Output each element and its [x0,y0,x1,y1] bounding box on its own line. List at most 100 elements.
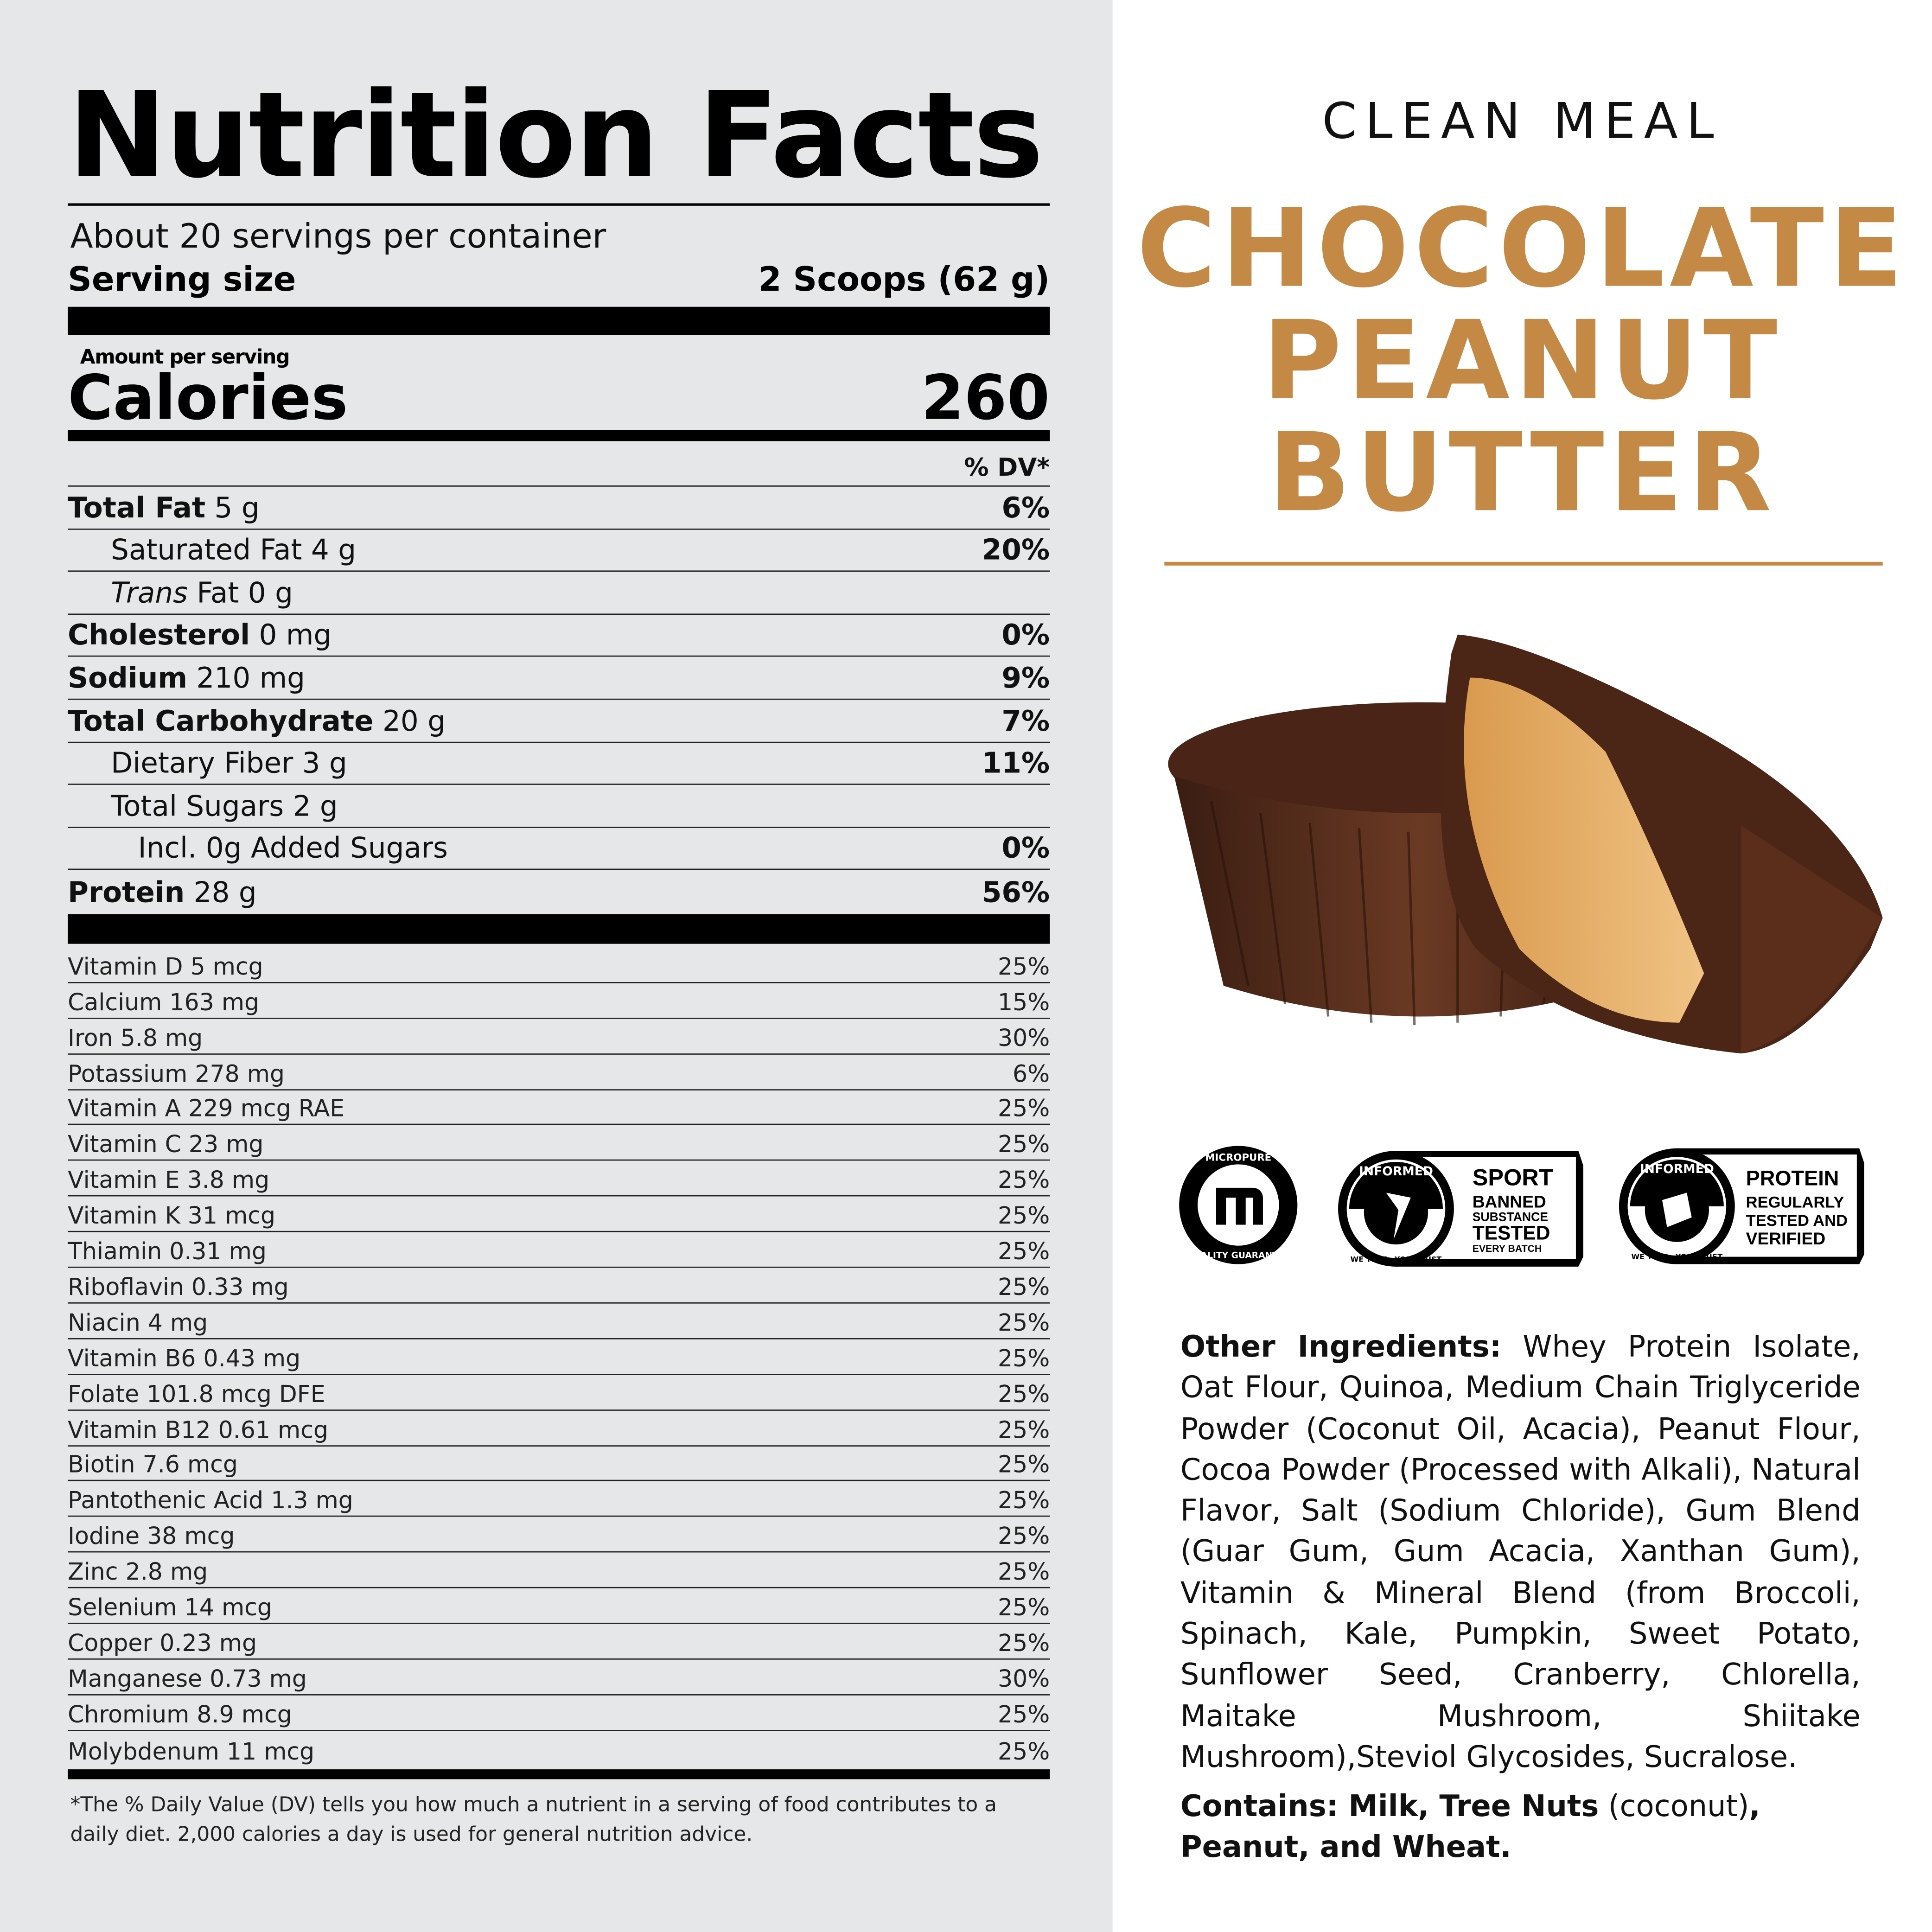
thick-divider [68,430,1050,441]
vitamin-dv: 25% [997,1274,1050,1301]
micropure-top-text: MICROPURE [1205,1152,1271,1163]
nutrient-name: Dietary Fiber [111,748,293,780]
nutrient-label: Total Carbohydrate 20 g [68,705,446,737]
thick-divider [68,914,1050,944]
nutrition-title: Nutrition Facts [68,66,1044,205]
nutrient-label: Total Fat 5 g [68,492,259,524]
vitamin-dv: 25% [997,1167,1050,1194]
micropure-bottom-text: QUALITY GUARANTEE [1186,1250,1290,1260]
vitamin-row: Manganese 0.73 mg 30% [68,1660,1050,1696]
vitamin-name: Vitamin A 229 mcg RAE [68,1096,345,1123]
vitamin-name: Chromium 8.9 mcg [68,1701,292,1728]
accent-divider [1164,561,1883,566]
dv-header: % DV* [964,451,1050,481]
ring-bottom-text: WE TEST · YOU TRUST [1351,1255,1442,1263]
vitamin-row: Molybdenum 11 mcg 25% [68,1731,1050,1766]
vitamin-dv: 25% [997,1309,1050,1337]
vitamin-dv: 15% [997,989,1050,1016]
nutrient-dv: 11% [982,748,1050,780]
nutrient-label: Protein 28 g [68,877,257,909]
vitamin-dv: 25% [997,1559,1050,1586]
nutrient-name: Saturated Fat [111,535,302,567]
vitamin-name: Manganese 0.73 mg [68,1665,307,1693]
nutrient-dv: 56% [982,877,1050,909]
vitamin-row: Folate 101.8 mcg DFE 25% [68,1375,1050,1411]
serving-size-value: 2 Scoops (62 g) [758,261,1050,300]
vitamin-row: Vitamin B12 0.61 mcg 25% [68,1410,1050,1446]
vitamin-dv: 25% [997,1381,1050,1408]
informed-sport-icon [1386,1192,1411,1240]
vitamin-dv: 25% [997,1203,1050,1230]
nutrient-amount: 210 mg [196,663,305,695]
nutrient-row: Incl. 0g Added Sugars 0% [68,828,1050,870]
nutrient-dv: 20% [982,535,1050,567]
nutrient-label: Dietary Fiber 3 g [68,748,347,780]
thick-divider [68,306,1050,335]
nutrient-dv: 6% [1001,492,1050,524]
nutrient-amount: 20 g [383,705,446,738]
flavor-name: CHOCOLATE PEANUT BUTTER [1113,192,1932,529]
dv-footnote: *The % Daily Value (DV) tells you how mu… [70,1792,997,1846]
vitamin-name: Potassium 278 mg [68,1060,285,1088]
micropure-m-icon [1216,1187,1263,1225]
nutrient-row: Total Carbohydrate 20 g 7% [68,700,1050,743]
ring-top-text: INFORMED [1640,1162,1714,1176]
calories-value: 260 [921,362,1050,434]
ring-bottom-text: WE TEST · YOU TRUST [1631,1252,1722,1261]
nutrient-row: Saturated Fat 4 g 20% [68,529,1050,572]
informed-sport-badge: INFORMED WE TEST · YOU TRUST SPORT BANNE… [1338,1151,1583,1267]
vitamin-name: Vitamin C 23 mg [68,1131,264,1159]
thick-divider [68,1769,1050,1779]
ingredients-label: Other Ingredients: [1180,1329,1502,1364]
vitamin-row: Vitamin E 3.8 mg 25% [68,1161,1050,1197]
vitamin-name: Vitamin E 3.8 mg [68,1167,270,1194]
vitamin-row: Vitamin A 229 mcg RAE 25% [68,1090,1050,1126]
nutrient-label: Total Sugars 2 g [68,791,338,823]
dv-header-row: % DV* [68,444,1050,486]
vitamin-row: Vitamin C 23 mg 25% [68,1126,1050,1161]
vitamin-dv: 25% [997,1487,1050,1515]
vitamin-row: Potassium 278 mg 6% [68,1054,1050,1090]
nutrient-label: Saturated Fat 4 g [68,535,356,567]
vitamin-name: Zinc 2.8 mg [68,1559,208,1586]
divider [68,203,1050,205]
vitamin-dv: 25% [997,953,1050,981]
vitamin-row: Iodine 38 mcg 25% [68,1517,1050,1553]
allergen-block: Contains: Milk, Tree Nuts (coconut), Pea… [1180,1786,1861,1868]
flavor-line: PEANUT [1262,297,1782,424]
informed-protein-icon [1662,1192,1692,1227]
vitamin-dv: 25% [997,1701,1050,1728]
flavor-line: CHOCOLATE [1136,185,1908,312]
nutrient-row: Sodium 210 mg 9% [68,657,1050,700]
vitamin-dv: 25% [997,1452,1050,1479]
product-panel: CLEAN MEAL CHOCOLATE PEANUT BUTTER MICRO… [1112,0,1932,1932]
nutrient-dv: 9% [1001,663,1050,695]
badge-line: BANNED [1473,1192,1546,1211]
serving-size-label: Serving size [68,261,296,300]
vitamin-name: Biotin 7.6 mcg [68,1452,238,1479]
nutrient-amount: Fat 0 g [197,577,293,610]
nutrient-row: Cholesterol 0 mg 0% [68,615,1050,657]
vitamin-name: Riboflavin 0.33 mg [68,1274,289,1301]
vitamin-row: Vitamin D 5 mcg 25% [68,948,1050,983]
nutrient-name: Sodium [68,663,188,695]
peanut-butter-cup-image [1168,634,1883,1054]
vitamin-dv: 25% [997,1096,1050,1123]
servings-per-container: About 20 servings per container [70,218,606,256]
nutrient-amount: 28 g [193,877,257,909]
vitamin-dv: 25% [997,1238,1050,1266]
nutrient-row: Total Sugars 2 g [68,785,1050,828]
contains-paren: (coconut) [1608,1789,1749,1824]
nutrient-name: Trans [111,577,188,610]
vitamin-dv: 30% [997,1025,1050,1052]
contains-rest: , Peanut, and Wheat. [1180,1789,1760,1865]
nutrient-name: Total Sugars [111,791,284,823]
calories-label: Calories [68,362,348,434]
vitamin-row: Zinc 2.8 mg 25% [68,1553,1050,1589]
vitamin-name: Copper 0.23 mg [68,1630,257,1658]
vitamin-dv: 25% [997,1416,1050,1444]
nutrient-name: Incl. 0g Added Sugars [138,833,448,866]
nutrient-name: Total Fat [68,492,206,524]
vitamin-row: Chromium 8.9 mcg 25% [68,1695,1050,1731]
vitamin-name: Pantothenic Acid 1.3 mg [68,1487,353,1515]
